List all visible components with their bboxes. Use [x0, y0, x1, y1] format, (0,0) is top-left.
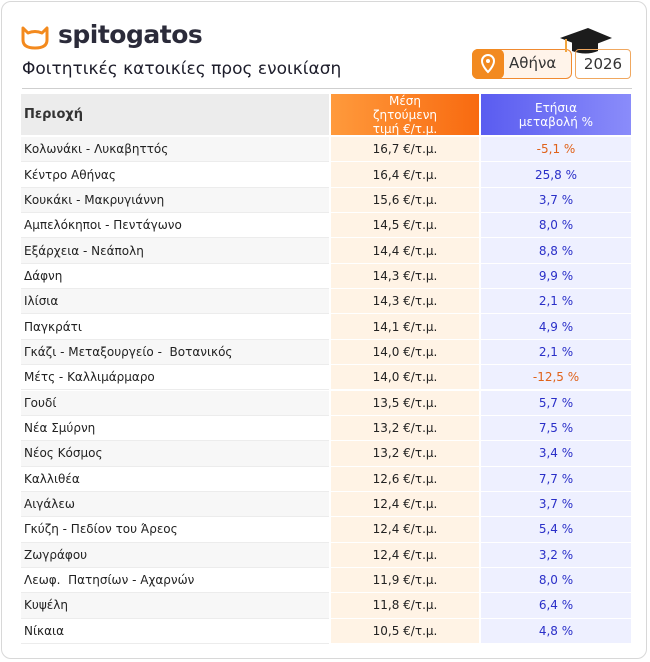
area-name: Νέος Κόσμος: [21, 441, 329, 467]
price: 14,5 €/τ.μ.: [331, 213, 479, 239]
area-name: Κυψέλη: [21, 593, 329, 619]
logo-icon: [21, 26, 49, 50]
price: 14,3 €/τ.μ.: [331, 289, 479, 315]
change: 7,5 %: [481, 415, 631, 442]
change: -5,1 %: [481, 137, 631, 163]
column-header: Μέση ζητούμενη τιμή €/τ.μ.: [331, 94, 479, 136]
area-name: Καλλιθέα: [21, 466, 329, 492]
area-name: Παγκράτι: [21, 314, 329, 340]
change: 25,8 %: [481, 162, 631, 188]
area-name: Λεωφ. Πατησίων - Αχαρνών: [21, 567, 329, 594]
column-header: Ετήσια μεταβολή %: [481, 94, 631, 135]
price: 15,6 €/τ.μ.: [331, 187, 479, 214]
price: 12,4 €/τ.μ.: [331, 542, 479, 568]
price: 11,8 €/τ.μ.: [331, 593, 479, 619]
change: 8,8 %: [481, 238, 631, 264]
change: 2,1 %: [481, 339, 631, 366]
area-name: Μέτς - Καλλιμάρμαρο: [21, 365, 329, 391]
change: 7,7 %: [481, 466, 631, 492]
area-name: Αμπελόκηποι - Πεντάγωνο: [21, 213, 329, 239]
pin-icon: [472, 49, 504, 79]
area-name: Κολωνάκι - Λυκαβηττός: [21, 137, 329, 163]
change: 3,4 %: [481, 441, 631, 467]
area-name: Κέντρο Αθήνας: [21, 162, 329, 188]
change: 4,8 %: [481, 618, 631, 644]
change: -12,5 %: [481, 365, 631, 391]
price: 14,3 €/τ.μ.: [331, 263, 479, 290]
price: 10,5 €/τ.μ.: [331, 618, 479, 644]
change: 9,9 %: [481, 263, 631, 290]
area-name: Γκάζι - Μεταξουργείο - Βοτανικός: [21, 339, 329, 366]
area-name: Δάφνη: [21, 263, 329, 290]
change: 8,0 %: [481, 213, 631, 239]
area-name: Ιλίσια: [21, 289, 329, 315]
change: 5,7 %: [481, 390, 631, 416]
change: 6,4 %: [481, 593, 631, 619]
price: 13,2 €/τ.μ.: [331, 441, 479, 467]
title: Φοιτητικές κατοικίες προς ενοικίαση: [22, 59, 342, 79]
price: 13,2 €/τ.μ.: [331, 415, 479, 442]
area-name: Νέα Σμύρνη: [21, 415, 329, 442]
year: 2026: [575, 49, 631, 79]
price: 12,4 €/τ.μ.: [331, 491, 479, 518]
change: 3,7 %: [481, 491, 631, 518]
change: 8,0 %: [481, 567, 631, 594]
change: 3,2 %: [481, 542, 631, 568]
price: 11,9 €/τ.μ.: [331, 567, 479, 594]
divider: [22, 88, 632, 89]
change: 3,7 %: [481, 187, 631, 214]
price: 14,0 €/τ.μ.: [331, 365, 479, 391]
price: 16,7 €/τ.μ.: [331, 137, 479, 163]
price: 13,5 €/τ.μ.: [331, 390, 479, 416]
area-name: Γκύζη - Πεδίον του Άρεος: [21, 517, 329, 543]
area-name: Αιγάλεω: [21, 491, 329, 518]
change: 5,4 %: [481, 517, 631, 543]
brand: spitogatos: [58, 20, 203, 49]
price: 12,6 €/τ.μ.: [331, 466, 479, 492]
price: 12,4 €/τ.μ.: [331, 517, 479, 543]
area-name: Ζωγράφου: [21, 542, 329, 568]
area-name: Εξάρχεια - Νεάπολη: [21, 238, 329, 264]
price: 14,0 €/τ.μ.: [331, 339, 479, 366]
price: 14,4 €/τ.μ.: [331, 238, 479, 264]
change: 2,1 %: [481, 289, 631, 315]
price: 16,4 €/τ.μ.: [331, 162, 479, 188]
price: 14,1 €/τ.μ.: [331, 314, 479, 340]
area-name: Κουκάκι - Μακρυγιάννη: [21, 187, 329, 214]
location: Αθήνα: [509, 54, 557, 72]
area-name: Νίκαια: [21, 618, 329, 644]
area-name: Γουδί: [21, 390, 329, 416]
column-header: Περιοχή: [21, 94, 329, 135]
change: 4,9 %: [481, 314, 631, 340]
